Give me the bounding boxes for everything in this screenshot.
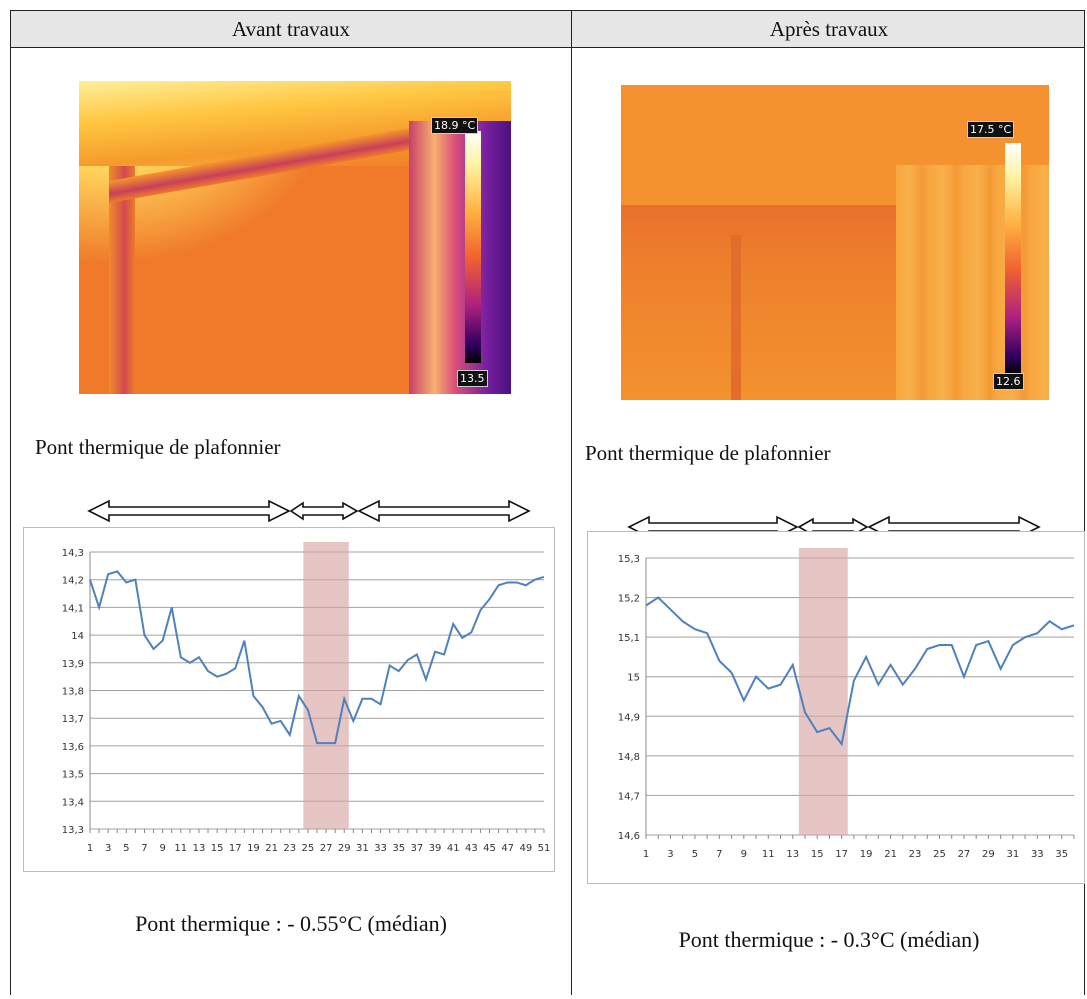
x-tick-label: 33 bbox=[374, 843, 387, 854]
column-divider bbox=[571, 11, 572, 995]
y-tick-label: 13,9 bbox=[62, 659, 84, 670]
x-tick-label: 5 bbox=[692, 849, 698, 860]
x-tick-label: 25 bbox=[933, 849, 946, 860]
x-tick-label: 23 bbox=[283, 843, 296, 854]
header-after: Après travaux bbox=[769, 17, 889, 41]
y-tick-label: 14,9 bbox=[618, 712, 640, 723]
x-tick-label: 23 bbox=[909, 849, 922, 860]
scale-min-label: 12.6 bbox=[993, 373, 1024, 390]
y-tick-label: 14,3 bbox=[62, 548, 84, 559]
highlight-band bbox=[303, 542, 349, 829]
x-tick-label: 9 bbox=[741, 849, 747, 860]
y-tick-label: 13,3 bbox=[62, 825, 84, 836]
x-tick-label: 35 bbox=[392, 843, 405, 854]
x-tick-label: 17 bbox=[229, 843, 242, 854]
caption-after: Pont thermique de plafonnier bbox=[585, 441, 831, 465]
y-tick-label: 14 bbox=[71, 631, 84, 642]
corner-shadow bbox=[621, 205, 901, 400]
x-tick-label: 21 bbox=[265, 843, 278, 854]
cold-edge-left bbox=[109, 166, 135, 394]
y-tick-label: 13,6 bbox=[62, 742, 84, 753]
x-tick-label: 1 bbox=[87, 843, 93, 854]
x-tick-label: 27 bbox=[958, 849, 971, 860]
scale-max-label: 18.9 °C bbox=[431, 117, 479, 134]
y-tick-label: 15,3 bbox=[618, 554, 640, 565]
y-tick-label: 14,6 bbox=[618, 831, 640, 842]
x-tick-label: 47 bbox=[501, 843, 514, 854]
x-tick-label: 43 bbox=[465, 843, 478, 854]
y-tick-label: 13,5 bbox=[62, 770, 84, 781]
thermal-image-after: 17.5 °C 12.6 bbox=[621, 85, 1049, 400]
x-tick-label: 19 bbox=[247, 843, 260, 854]
caption-before: Pont thermique de plafonnier bbox=[35, 435, 281, 459]
temperature-scale-bar bbox=[465, 131, 481, 363]
note-after: Pont thermique : - 0.3°C (médian) bbox=[678, 927, 980, 952]
header-before: Avant travaux bbox=[232, 17, 350, 41]
x-tick-label: 35 bbox=[1055, 849, 1068, 860]
arrow-left-zone bbox=[87, 499, 291, 523]
x-tick-label: 7 bbox=[716, 849, 722, 860]
y-tick-label: 13,8 bbox=[62, 687, 84, 698]
y-tick-label: 14,2 bbox=[62, 576, 84, 587]
header-row bbox=[11, 11, 1084, 48]
x-tick-label: 29 bbox=[982, 849, 995, 860]
x-tick-label: 27 bbox=[320, 843, 333, 854]
corner-edge bbox=[731, 235, 741, 400]
temperature-chart-before: 13,313,413,513,613,713,813,91414,114,214… bbox=[62, 542, 551, 854]
x-tick-label: 17 bbox=[835, 849, 848, 860]
thermal-image-before: 18.9 °C 13.5 bbox=[79, 81, 511, 394]
x-tick-label: 13 bbox=[786, 849, 799, 860]
x-tick-label: 31 bbox=[1006, 849, 1019, 860]
note-before: Pont thermique : - 0.55°C (médian) bbox=[135, 911, 447, 936]
x-tick-label: 7 bbox=[141, 843, 147, 854]
x-tick-label: 41 bbox=[447, 843, 460, 854]
curtain bbox=[896, 165, 1049, 400]
x-tick-label: 51 bbox=[538, 843, 551, 854]
comparison-table: Avant travaux Après travaux 18.9 °C 13.5… bbox=[10, 10, 1085, 995]
chart-box-after: 14,6 14,7 14,8 14,9 15 15,1 15,2 15,3 1 3 5 7 9 11 13 1… bbox=[587, 531, 1085, 884]
x-tick-label: 33 bbox=[1031, 849, 1044, 860]
x-tick-label: 49 bbox=[519, 843, 532, 854]
y-tick-label: 15,2 bbox=[618, 594, 640, 605]
x-tick-label: 9 bbox=[159, 843, 165, 854]
x-tick-label: 45 bbox=[483, 843, 496, 854]
x-tick-label: 25 bbox=[302, 843, 315, 854]
x-tick-label: 11 bbox=[174, 843, 187, 854]
chart-box-before: 13,3 13,4 13,5 13,6 13,7 13,8 13,9 14 14,1 14,2 14… bbox=[23, 527, 555, 872]
x-tick-label: 3 bbox=[667, 849, 673, 860]
x-tick-label: 21 bbox=[884, 849, 897, 860]
highlight-band bbox=[798, 548, 848, 835]
y-tick-label: 14,1 bbox=[62, 603, 84, 614]
x-tick-label: 39 bbox=[429, 843, 442, 854]
x-tick-label: 31 bbox=[356, 843, 369, 854]
temperature-scale-bar bbox=[1005, 143, 1021, 375]
x-tick-label: 37 bbox=[411, 843, 424, 854]
series-line bbox=[645, 596, 1075, 747]
y-tick-label: 13,4 bbox=[62, 797, 84, 808]
x-tick-label: 11 bbox=[762, 849, 775, 860]
arrow-middle-zone bbox=[289, 501, 359, 521]
y-tick-label: 14,7 bbox=[618, 791, 640, 802]
scale-max-label: 17.5 °C bbox=[967, 121, 1015, 138]
x-tick-label: 15 bbox=[811, 849, 824, 860]
y-tick-label: 15 bbox=[627, 673, 640, 684]
x-tick-label: 19 bbox=[860, 849, 873, 860]
x-tick-label: 29 bbox=[338, 843, 351, 854]
y-tick-label: 14,8 bbox=[618, 752, 640, 763]
zone-arrows-before bbox=[87, 499, 531, 523]
x-tick-label: 15 bbox=[211, 843, 224, 854]
arrow-right-zone bbox=[357, 499, 531, 523]
x-tick-label: 13 bbox=[193, 843, 206, 854]
x-tick-label: 3 bbox=[105, 843, 111, 854]
y-tick-label: 13,7 bbox=[62, 714, 84, 725]
x-tick-label: 5 bbox=[123, 843, 129, 854]
window-frame bbox=[409, 121, 511, 394]
scale-min-label: 13.5 bbox=[457, 370, 488, 387]
y-tick-label: 15,1 bbox=[618, 633, 640, 644]
x-tick-label: 1 bbox=[643, 849, 649, 860]
